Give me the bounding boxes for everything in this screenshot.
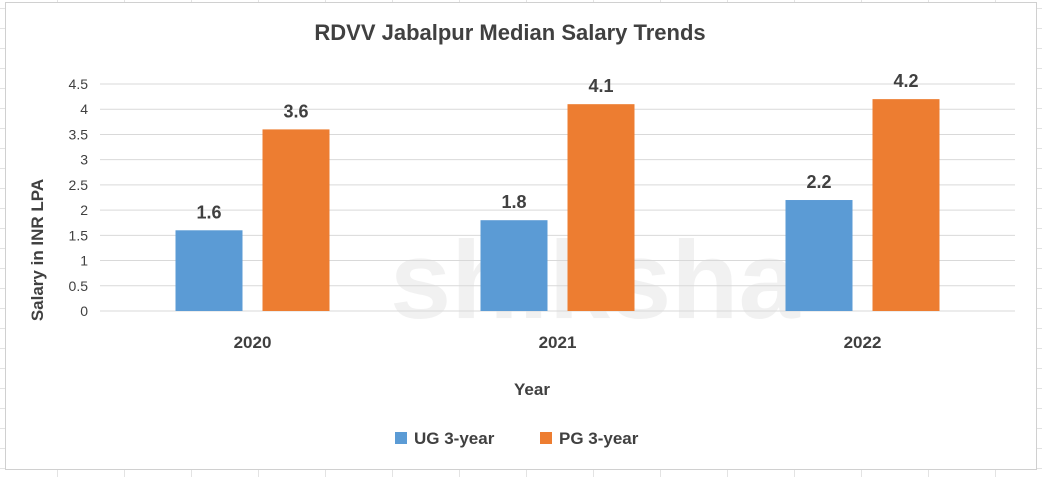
data-label: 1.6 — [196, 202, 221, 222]
bar-pg-2020 — [262, 129, 330, 311]
y-tick-label: 3 — [80, 152, 88, 168]
legend-swatch-pg — [540, 432, 552, 444]
bars — [175, 99, 940, 311]
bar-ug-2022 — [785, 200, 853, 311]
data-labels: 1.6 3.6 1.8 4.1 2.2 4.2 — [196, 71, 918, 222]
legend-label-ug: UG 3-year — [414, 429, 495, 448]
x-category-label: 2021 — [539, 333, 577, 352]
x-axis-categories: 2020 2021 2022 — [234, 333, 882, 352]
x-category-label: 2022 — [844, 333, 882, 352]
y-axis-title: Salary in INR LPA — [28, 179, 47, 321]
y-tick-label: 2.5 — [69, 177, 89, 193]
y-tick-label: 1.5 — [69, 227, 89, 243]
data-label: 3.6 — [283, 101, 308, 121]
y-tick-label: 2 — [80, 202, 88, 218]
data-label: 4.1 — [588, 76, 613, 96]
x-category-label: 2020 — [234, 333, 272, 352]
data-label: 1.8 — [501, 192, 526, 212]
chart-title: RDVV Jabalpur Median Salary Trends — [314, 20, 705, 45]
y-tick-label: 1 — [80, 253, 88, 269]
y-tick-label: 4 — [80, 101, 88, 117]
y-tick-label: 0.5 — [69, 278, 89, 294]
legend-label-pg: PG 3-year — [559, 429, 639, 448]
y-tick-label: 3.5 — [69, 126, 89, 142]
bar-pg-2022 — [872, 99, 940, 311]
y-tick-label: 4.5 — [69, 76, 89, 92]
legend: UG 3-year PG 3-year — [395, 429, 639, 448]
bar-ug-2020 — [175, 230, 243, 311]
bar-pg-2021 — [567, 104, 635, 311]
x-axis-title: Year — [514, 380, 550, 399]
y-axis-ticks: 0 0.5 1 1.5 2 2.5 3 3.5 4 4.5 — [69, 76, 89, 319]
bar-ug-2021 — [480, 220, 548, 311]
legend-swatch-ug — [395, 432, 407, 444]
y-tick-label: 0 — [80, 303, 88, 319]
gridlines — [100, 83, 1015, 312]
data-label: 2.2 — [806, 172, 831, 192]
data-label: 4.2 — [893, 71, 918, 91]
